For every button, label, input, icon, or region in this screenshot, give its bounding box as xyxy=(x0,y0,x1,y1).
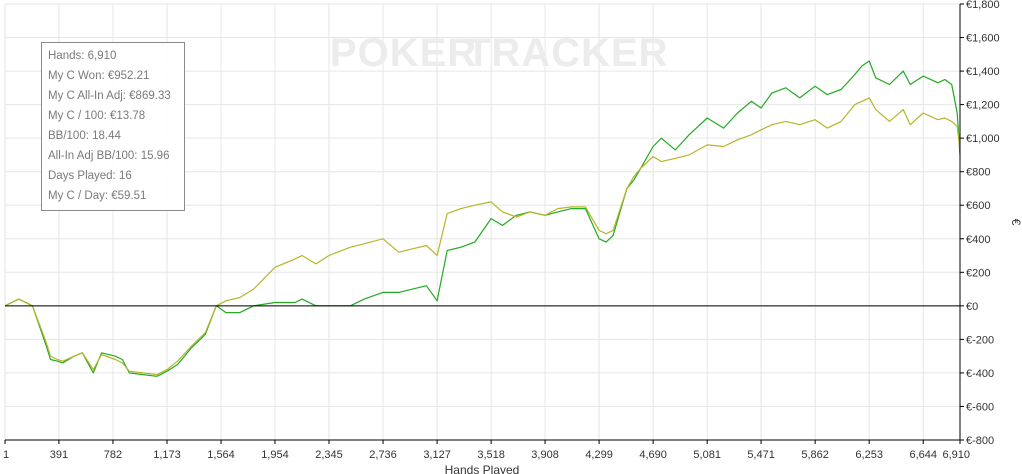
x-tick-label-10: 3,908 xyxy=(531,449,559,461)
x-tick-label-7: 2,736 xyxy=(369,449,397,461)
y-tick-label-12: €-600 xyxy=(966,401,994,413)
x-tick-label-15: 5,862 xyxy=(801,449,829,461)
x-tick-label-9: 3,518 xyxy=(477,449,505,461)
stat-won: My C Won: €952.21 xyxy=(48,70,150,82)
watermark: POKER TRACKER xyxy=(330,31,669,75)
y-tick-label-3: €1,200 xyxy=(966,100,1000,112)
y-tick-label-2: €1,400 xyxy=(966,66,1000,78)
stat-hands: Hands: 6,910 xyxy=(48,50,117,62)
series-lines xyxy=(4,60,961,377)
x-tick-label-13: 5,081 xyxy=(693,449,721,461)
stat-per-day: My C / Day: €59.51 xyxy=(48,190,147,202)
series-line-allin_adj xyxy=(4,97,961,376)
stats-summary-box: Hands: 6,910 My C Won: €952.21 My C All-… xyxy=(41,42,185,211)
y-tick-label-5: €800 xyxy=(966,167,990,179)
y-tick-label-1: €1,600 xyxy=(966,33,1000,45)
y-tick-labels: €1,800 €1,600 €1,400 €1,200 €1,000 €800 €600 €4… xyxy=(960,0,1000,447)
y-tick-label-4: €1,000 xyxy=(966,133,1000,145)
x-tick-label-18: 6,910 xyxy=(942,449,970,461)
x-tick-label-4: 1,564 xyxy=(207,449,235,461)
x-tick-label-16: 6,253 xyxy=(855,449,883,461)
x-tick-labels: 1 391 782 1,173 1,564 1,954 2,345 2,736 3,127 3,5… xyxy=(3,440,970,461)
y-tick-label-8: €200 xyxy=(966,267,990,279)
y-tick-label-7: €400 xyxy=(966,234,990,246)
axes xyxy=(5,4,961,441)
x-tick-label-12: 4,690 xyxy=(639,449,667,461)
y-tick-label-6: €600 xyxy=(966,200,990,212)
x-tick-label-8: 3,127 xyxy=(423,449,451,461)
x-tick-label-17: 6,644 xyxy=(909,449,937,461)
y-tick-label-10: €-200 xyxy=(966,334,994,346)
y-tick-label-11: €-400 xyxy=(966,368,994,380)
stat-per-100: My C / 100: €13.78 xyxy=(48,110,146,122)
x-tick-label-1: 391 xyxy=(50,449,68,461)
watermark-text-poker: POKER xyxy=(330,31,477,75)
y-tick-label-9: €0 xyxy=(966,301,978,313)
stat-days-played: Days Played: 16 xyxy=(48,170,132,182)
x-tick-label-3: 1,173 xyxy=(153,449,181,461)
series-line-won xyxy=(4,60,961,377)
stat-allin-adj: My C All-In Adj: €869.33 xyxy=(48,90,171,102)
x-tick-label-6: 2,345 xyxy=(315,449,343,461)
x-tick-label-11: 4,299 xyxy=(585,449,613,461)
x-tick-label-0: 1 xyxy=(3,449,9,461)
x-tick-label-2: 782 xyxy=(104,449,122,461)
y-axis-title: € xyxy=(1009,219,1022,226)
x-axis-title: Hands Played xyxy=(445,463,520,474)
x-tick-label-5: 1,954 xyxy=(261,449,289,461)
y-tick-label-0: €1,800 xyxy=(966,0,1000,11)
watermark-text-tracker: TRACKER xyxy=(466,31,669,75)
stat-allin-bb-100: All-In Adj BB/100: 15.96 xyxy=(48,150,170,162)
stat-bb-100: BB/100: 18.44 xyxy=(48,130,121,142)
x-tick-label-14: 5,471 xyxy=(747,449,775,461)
y-tick-label-13: €-800 xyxy=(966,435,994,447)
